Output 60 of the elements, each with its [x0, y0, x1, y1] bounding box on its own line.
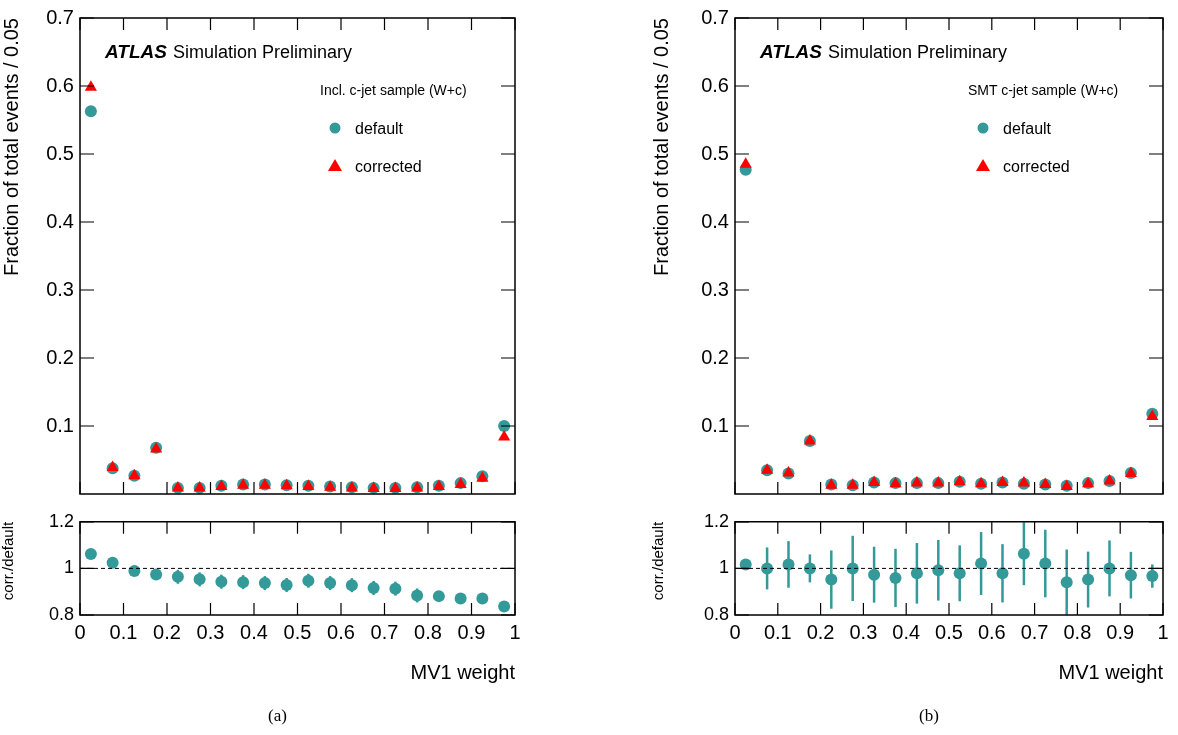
- annotation: ATLAS: [759, 41, 823, 62]
- text: (a): [268, 706, 287, 725]
- y-tick-label: 0.6: [701, 73, 729, 96]
- x-tick-label: 0.1: [763, 620, 792, 643]
- y-tick-label: 0.4: [46, 209, 74, 232]
- y-axis-title: corr./default: [0, 520, 17, 601]
- x-tick-label: 0.5: [283, 620, 312, 643]
- x-tick-label: 0.3: [849, 620, 878, 643]
- x-tick-label: 1: [509, 620, 521, 643]
- x-tick-label: 0.2: [153, 620, 181, 643]
- y-tick-label: 1: [63, 557, 74, 578]
- x-tick-label: 0.6: [977, 620, 1006, 643]
- y-axis-title: Fraction of total events / 0.05: [649, 18, 672, 276]
- y-tick-label: 1.2: [48, 510, 74, 531]
- x-tick-label: 0.9: [457, 620, 486, 643]
- y-tick-label: 0.2: [701, 345, 729, 368]
- y-tick-label: 0.6: [46, 73, 74, 96]
- y-tick-label: 0.5: [701, 141, 729, 164]
- y-tick-label: 0.2: [46, 345, 74, 368]
- x-tick-label: 0.4: [892, 620, 921, 643]
- x-tick-label: 0.4: [240, 620, 268, 643]
- y-tick-label: 0.8: [703, 603, 729, 624]
- y-tick-label: 0.7: [701, 5, 729, 28]
- x-tick-label: 0.5: [935, 620, 963, 643]
- y-axis-title: Fraction of total events / 0.05: [0, 18, 22, 276]
- y-tick-label: 0.5: [46, 141, 74, 164]
- y-tick-label: 0.3: [46, 277, 74, 300]
- x-tick-label: 0.7: [1020, 620, 1049, 643]
- x-tick-label: 0: [729, 620, 741, 643]
- annotation: ATLAS: [104, 41, 168, 62]
- x-tick-label: 0.8: [414, 620, 442, 643]
- legend-label: corrected: [1003, 158, 1070, 175]
- legend-title: SMT c-jet sample (W+c): [968, 82, 1119, 98]
- x-tick-label: 0.3: [196, 620, 225, 643]
- x-tick-label: 0.9: [1106, 620, 1135, 643]
- legend-label: default: [355, 120, 404, 137]
- x-tick-label: 0.2: [806, 620, 835, 643]
- y-axis-title: corr./default: [649, 520, 667, 601]
- x-tick-label: 0.1: [109, 620, 138, 643]
- y-tick-label: 1: [718, 557, 729, 578]
- legend-title: Incl. c-jet sample (W+c): [320, 82, 467, 98]
- annotation: Simulation Preliminary: [172, 42, 352, 62]
- text: (b): [919, 706, 939, 725]
- y-tick-label: 0.3: [701, 277, 729, 300]
- legend-label: corrected: [355, 158, 422, 175]
- y-tick-label: 0.1: [46, 413, 74, 436]
- x-tick-label: 0: [74, 620, 86, 643]
- annotation: Simulation Preliminary: [827, 42, 1007, 62]
- y-tick-label: 1.2: [703, 510, 729, 531]
- x-axis-title: MV1 weight: [410, 660, 516, 683]
- x-tick-label: 1: [1157, 620, 1169, 643]
- x-tick-label: 0.7: [370, 620, 399, 643]
- y-tick-label: 0.4: [701, 209, 729, 232]
- x-axis-title: MV1 weight: [1058, 660, 1164, 683]
- x-tick-label: 0.6: [327, 620, 355, 643]
- y-tick-label: 0.1: [701, 413, 729, 436]
- x-tick-label: 0.8: [1063, 620, 1092, 643]
- y-tick-label: 0.7: [46, 5, 74, 28]
- legend-label: default: [1003, 120, 1052, 137]
- y-tick-label: 0.8: [48, 603, 74, 624]
